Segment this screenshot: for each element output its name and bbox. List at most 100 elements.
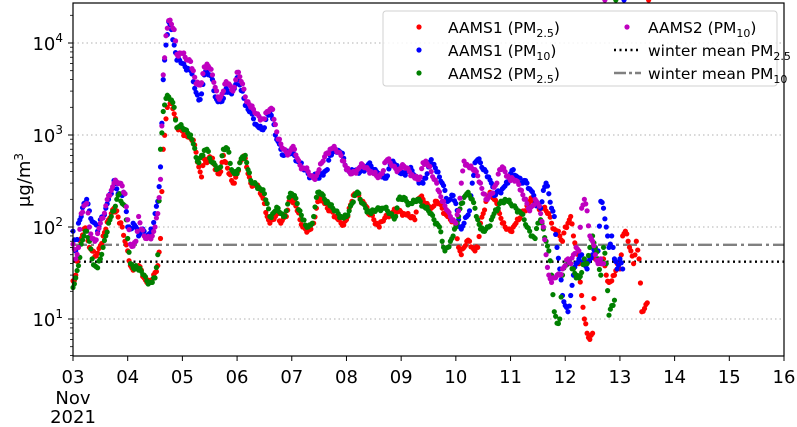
data-point (635, 247, 641, 253)
data-point (431, 203, 437, 209)
data-point (583, 201, 589, 207)
data-point (436, 189, 443, 195)
data-point (162, 102, 168, 108)
data-point (88, 246, 94, 252)
data-point (160, 77, 166, 83)
data-point (298, 212, 304, 218)
data-point (510, 167, 516, 173)
data-point (326, 150, 332, 157)
data-points (70, 0, 652, 343)
data-point (581, 196, 587, 202)
data-point (483, 169, 489, 175)
data-point (600, 205, 607, 211)
data-point (192, 145, 198, 151)
data-point (520, 192, 526, 198)
data-point (610, 302, 616, 308)
data-point (460, 168, 466, 174)
data-point (156, 195, 162, 201)
data-point (551, 213, 557, 220)
data-point (555, 320, 561, 327)
data-point (453, 224, 459, 230)
data-point (636, 256, 642, 262)
data-point (602, 250, 608, 256)
data-point (246, 170, 252, 176)
data-point (350, 199, 356, 205)
data-point (198, 174, 205, 180)
data-point (569, 221, 575, 227)
data-point (542, 237, 548, 243)
data-point (313, 194, 319, 200)
data-point (501, 220, 507, 226)
data-point (568, 292, 574, 299)
data-point (81, 233, 87, 239)
data-point (167, 17, 173, 23)
data-point (550, 208, 556, 214)
data-point (580, 304, 586, 310)
data-point (263, 209, 269, 216)
data-point (282, 213, 288, 219)
data-point (227, 160, 233, 167)
data-point (572, 250, 578, 257)
data-point (227, 83, 233, 89)
data-point (462, 242, 469, 249)
data-point (209, 72, 216, 78)
legend-marker-dot (416, 70, 422, 76)
data-point (261, 125, 268, 131)
data-point (584, 266, 590, 272)
data-point (346, 208, 352, 214)
data-point (152, 224, 158, 230)
data-point (163, 42, 169, 48)
data-point (77, 226, 83, 232)
data-point (157, 235, 164, 242)
data-point (152, 275, 158, 281)
data-point (320, 192, 326, 198)
data-point (479, 185, 485, 192)
data-point (440, 198, 447, 204)
data-point (548, 220, 555, 226)
data-point (581, 316, 587, 322)
data-point (293, 195, 299, 201)
data-point (242, 152, 248, 159)
data-point (454, 236, 460, 242)
data-point (172, 117, 179, 123)
data-point (546, 248, 552, 254)
data-point (294, 200, 300, 207)
data-point (587, 336, 593, 343)
data-point (527, 228, 533, 234)
data-point (171, 111, 177, 117)
data-point (73, 256, 79, 262)
data-point (547, 214, 553, 220)
data-point (126, 249, 132, 255)
legend: AAMS1 (PM2.5)AAMS1 (PM10)AAMS2 (PM2.5) AA… (382, 10, 791, 87)
data-point (156, 184, 162, 190)
data-point (223, 160, 229, 166)
data-point (581, 256, 587, 262)
data-point (551, 309, 557, 315)
data-point (630, 261, 637, 267)
legend-marker-dot (624, 24, 630, 30)
data-point (149, 279, 155, 285)
data-point (155, 252, 161, 258)
y-axis-label: μg/m3 (12, 153, 35, 207)
data-point (602, 0, 608, 3)
data-point (283, 208, 289, 214)
data-point (589, 238, 596, 244)
legend-item: AAMS1 (PM10) (416, 42, 556, 63)
data-point (487, 223, 493, 229)
data-point (553, 231, 559, 238)
legend-marker-dot (416, 47, 422, 53)
data-point (204, 160, 210, 166)
data-point (513, 220, 519, 226)
data-point (324, 167, 330, 173)
data-point (140, 227, 146, 233)
data-point (644, 300, 650, 306)
data-point (632, 252, 638, 258)
data-point (609, 278, 615, 284)
x-tick-label: 08 (335, 367, 358, 388)
data-point (172, 38, 179, 44)
series-aams2-pm10- (70, 0, 608, 285)
data-point (261, 116, 268, 122)
data-point (495, 171, 501, 177)
data-point (498, 190, 504, 196)
data-point (475, 217, 481, 223)
